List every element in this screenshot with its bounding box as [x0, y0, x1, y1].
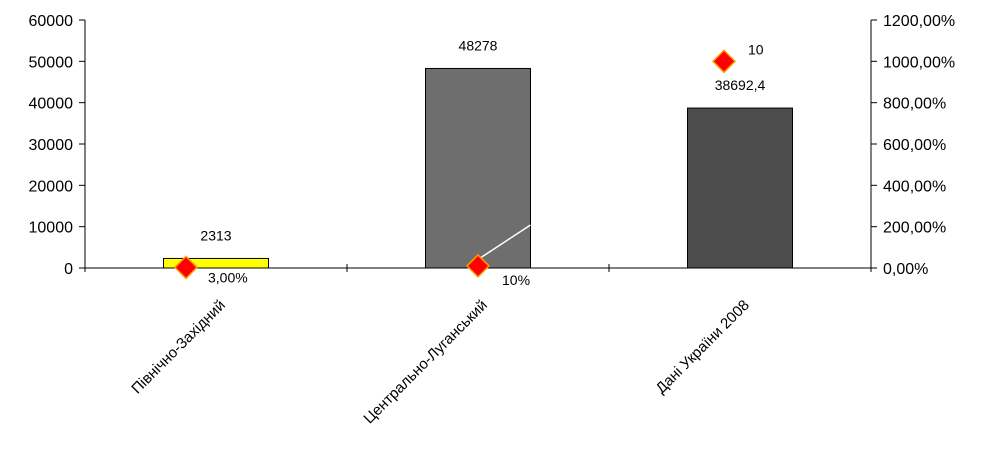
y-tick-left-label: 0 — [64, 261, 73, 278]
category-labels: Північно-Західний Центрально-Луганський Да… — [128, 297, 753, 427]
y-tick-left-label: 10000 — [29, 220, 74, 237]
y-tick-left-label: 40000 — [29, 96, 74, 113]
y-tick-right-label: 800,00% — [883, 96, 946, 113]
y-tick-right-label: 1000,00% — [883, 54, 955, 71]
bar-value-label: 38692,4 — [715, 77, 766, 93]
y-tick-left-label: 30000 — [29, 137, 74, 154]
y-tick-right-label: 1200,00% — [883, 13, 955, 30]
bar — [425, 67, 531, 269]
y-tick-left-label: 20000 — [29, 178, 74, 195]
y-tick-right-label: 0,00% — [883, 261, 928, 278]
y-tick-right-label: 400,00% — [883, 178, 946, 195]
data-labels: 2313 48278 38692,4 3,00% 10% 10 — [200, 37, 765, 287]
y-tick-left-label: 50000 — [29, 54, 74, 71]
y-tick-left-label: 60000 — [29, 13, 74, 30]
bar — [163, 257, 269, 269]
category-label: Північно-Західний — [128, 297, 229, 398]
y-tick-right-label: 200,00% — [883, 220, 946, 237]
axes: 0 10000 20000 30000 40000 50000 60000 0,00% 200,… — [29, 13, 956, 278]
bar-value-label: 2313 — [200, 227, 231, 243]
marker-value-label: 10% — [502, 272, 530, 288]
diamond-marker — [711, 49, 737, 74]
bar — [687, 107, 793, 269]
category-label: Центрально-Луганський — [360, 297, 490, 427]
diamond-marker — [465, 253, 491, 278]
diamond-marker — [173, 255, 199, 280]
marker-value-label: 10 — [748, 41, 764, 57]
marker-value-label: 3,00% — [208, 269, 248, 285]
bar-value-label: 48278 — [459, 37, 498, 53]
y-tick-right-label: 600,00% — [883, 137, 946, 154]
marker-series — [173, 49, 737, 280]
category-label: Дані України 2008 — [653, 297, 753, 397]
bar-series — [163, 67, 793, 269]
